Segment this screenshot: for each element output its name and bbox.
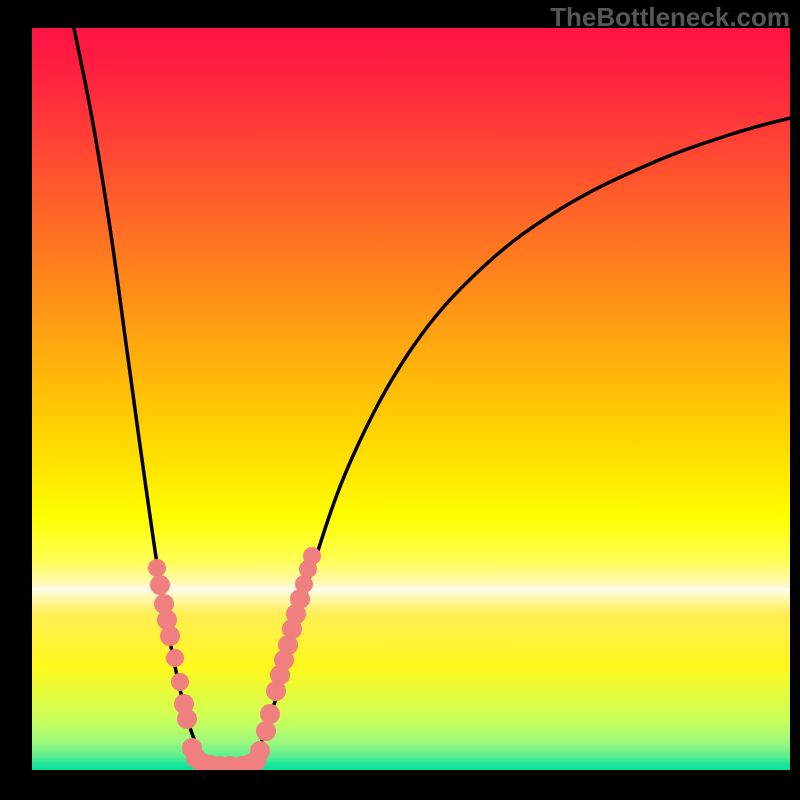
data-marker [250,741,270,761]
plot-area [32,28,790,770]
data-marker [177,709,197,729]
data-marker [166,649,184,667]
data-marker [160,626,180,646]
data-markers [148,547,321,770]
curve-left-branch [74,28,226,768]
curve-right-branch [226,118,790,768]
data-marker [171,673,189,691]
watermark-text: TheBottleneck.com [550,2,790,33]
data-marker [303,547,321,565]
chart-frame: TheBottleneck.com [0,0,800,800]
data-marker [260,704,280,724]
data-marker [148,559,166,577]
data-marker [256,721,276,741]
data-marker [150,575,170,595]
bottleneck-curve-layer [32,28,790,770]
